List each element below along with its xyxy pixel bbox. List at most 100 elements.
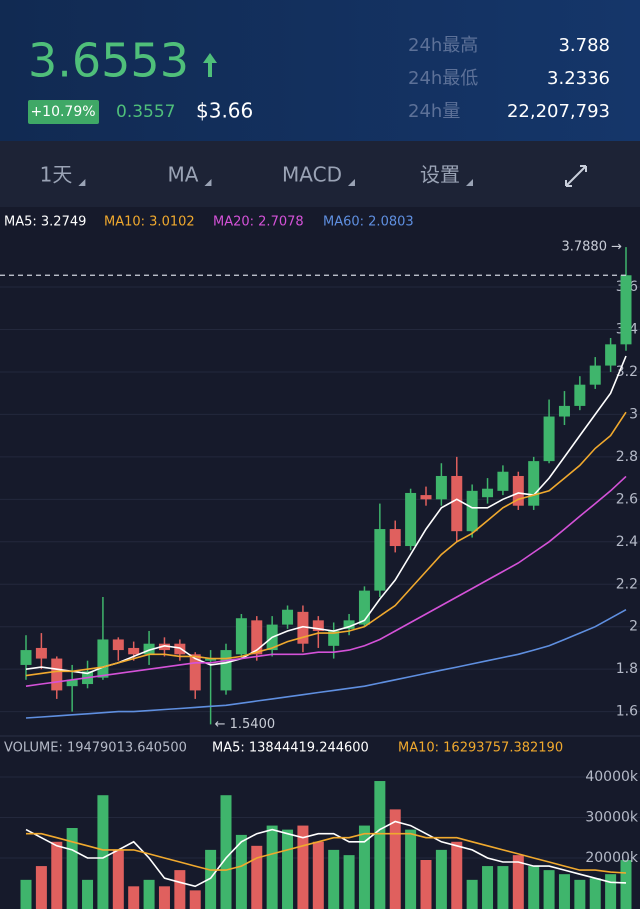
high-annotation: 3.7880 → bbox=[561, 240, 622, 255]
candle-body bbox=[589, 365, 601, 385]
toolbar-item[interactable]: MACD bbox=[282, 163, 342, 187]
fullscreen-icon[interactable] bbox=[565, 165, 587, 187]
y-tick-label: 2.2 bbox=[616, 576, 638, 592]
stat-label: 24h最高 bbox=[408, 35, 478, 56]
candle-body bbox=[482, 488, 494, 498]
volume-legend: VOLUME: 19479013.640500 bbox=[4, 741, 187, 756]
volume-bar bbox=[158, 886, 170, 909]
candle-body bbox=[574, 384, 586, 406]
candle-body bbox=[528, 461, 540, 506]
volume-panel bbox=[0, 776, 640, 909]
candle-body bbox=[97, 639, 109, 678]
y-tick-label: 3 bbox=[629, 406, 638, 422]
up-arrow bbox=[203, 53, 217, 77]
candle-body bbox=[405, 492, 417, 547]
candle-body bbox=[497, 471, 509, 491]
dropdown-triangle bbox=[466, 179, 473, 186]
stat-value: 22,207,793 bbox=[507, 101, 610, 122]
candle-body bbox=[374, 529, 386, 591]
legend-entry: MA20: 2.7078 bbox=[213, 215, 304, 230]
toolbar-item[interactable]: 1天 bbox=[40, 163, 73, 187]
y-tick-label: 2.6 bbox=[616, 491, 638, 507]
volume-bar bbox=[574, 879, 586, 909]
volume-bar bbox=[51, 841, 63, 909]
volume-ma-line bbox=[26, 832, 627, 874]
stat-label: 24h最低 bbox=[408, 68, 478, 89]
y-tick-label: 1.8 bbox=[616, 661, 638, 677]
candle-body bbox=[20, 650, 32, 665]
volume-bar bbox=[312, 841, 324, 909]
ma-line bbox=[25, 475, 627, 687]
change: 0.3557 bbox=[116, 102, 175, 122]
candle-body bbox=[112, 639, 124, 651]
low-annotation: ← 1.5400 bbox=[215, 717, 276, 732]
volume-bar bbox=[128, 886, 140, 909]
y-tick-label: 30000k bbox=[585, 809, 639, 825]
candle-body bbox=[358, 590, 370, 625]
volume-bar bbox=[374, 781, 386, 909]
volume-bar bbox=[282, 829, 294, 909]
candle-body bbox=[389, 529, 401, 547]
candle-body bbox=[451, 475, 463, 532]
legend-entry: MA10: 16293757.382190 bbox=[398, 741, 563, 756]
volume-bar bbox=[558, 874, 570, 909]
candle-body bbox=[466, 490, 478, 532]
stat-label: 24h量 bbox=[408, 101, 460, 122]
volume-bar bbox=[512, 855, 524, 909]
dropdown-triangle bbox=[78, 179, 86, 186]
candle-body bbox=[235, 618, 247, 655]
volume-bar bbox=[543, 870, 555, 909]
candle-body bbox=[128, 647, 140, 655]
candle-body bbox=[189, 654, 201, 691]
ma-line bbox=[25, 355, 627, 675]
y-tick-label: 2.4 bbox=[616, 534, 638, 550]
y-tick-label: 2.8 bbox=[616, 449, 638, 465]
change-badge bbox=[28, 100, 99, 124]
volume-bar bbox=[389, 809, 401, 909]
volume-bar bbox=[143, 879, 155, 909]
volume-bar bbox=[266, 825, 278, 909]
volume-bar bbox=[528, 866, 540, 909]
volume-bar bbox=[82, 879, 94, 909]
ma-line bbox=[25, 608, 627, 719]
y-tick-label: 40000k bbox=[585, 769, 639, 785]
candle-body bbox=[343, 620, 355, 629]
volume-bar bbox=[174, 870, 186, 909]
toolbar-item[interactable]: MA bbox=[168, 163, 199, 187]
volume-bar bbox=[189, 890, 201, 909]
volume-bar bbox=[97, 795, 109, 909]
volume-bar bbox=[420, 860, 432, 909]
candle-body bbox=[51, 658, 63, 691]
volume-bar bbox=[466, 879, 478, 909]
y-tick-label: 1.6 bbox=[616, 704, 638, 720]
usd-price: $3.66 bbox=[196, 99, 253, 123]
stats: 24h最高 3.788 24h最低 3.2336 24h量 22,207,793 bbox=[408, 35, 610, 122]
candle-body bbox=[174, 643, 186, 655]
candle-body bbox=[620, 275, 632, 345]
toolbar-item[interactable]: 设置 bbox=[420, 163, 460, 187]
candle-body bbox=[605, 344, 617, 366]
y-tick-label: 20000k bbox=[585, 850, 639, 866]
volume-bar bbox=[589, 878, 601, 909]
legend-entry: MA5: 13844419.244600 bbox=[212, 741, 369, 756]
candle-body bbox=[435, 475, 447, 500]
toolbar: 1天 MA MACD 设置 bbox=[40, 163, 473, 187]
volume-bar bbox=[205, 849, 217, 909]
candle-body bbox=[205, 658, 217, 661]
candle-body bbox=[282, 609, 294, 625]
volume-bar bbox=[405, 829, 417, 909]
price: 3.6553 bbox=[28, 34, 189, 88]
candle-body bbox=[312, 620, 324, 631]
dropdown-triangle bbox=[347, 179, 355, 186]
dropdown-triangle bbox=[204, 179, 212, 186]
volume-bar bbox=[482, 866, 494, 909]
volume-bar bbox=[220, 795, 232, 909]
candle-body bbox=[35, 647, 47, 659]
volume-bar bbox=[358, 825, 370, 909]
candle-body bbox=[297, 611, 309, 644]
legend-entry: MA10: 3.0102 bbox=[104, 215, 195, 230]
candle-body bbox=[543, 416, 555, 462]
plot: 1.61.822.22.42.62.833.23.43.6MA5: 3.2749… bbox=[0, 215, 640, 909]
volume-bar bbox=[66, 828, 78, 909]
volume-ma-line bbox=[25, 820, 627, 888]
